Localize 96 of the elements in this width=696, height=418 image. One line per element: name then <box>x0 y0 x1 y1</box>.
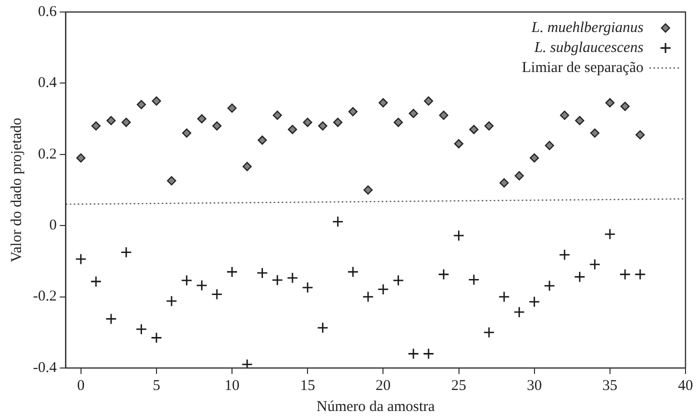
point <box>136 323 148 335</box>
point <box>392 274 404 286</box>
point <box>136 100 146 110</box>
point <box>560 110 570 120</box>
point <box>76 153 86 163</box>
point <box>317 322 328 334</box>
point <box>498 291 510 302</box>
point <box>544 280 556 292</box>
point <box>422 348 434 360</box>
y-tick-label: -0.2 <box>32 288 57 305</box>
y-tick-label: 0.2 <box>38 146 57 162</box>
point <box>604 228 616 240</box>
point <box>619 268 631 280</box>
point <box>256 267 268 279</box>
point <box>75 253 87 265</box>
point <box>634 268 646 280</box>
point <box>544 140 554 150</box>
point <box>90 276 102 288</box>
point <box>196 280 208 292</box>
x-axis-title: Número da amostra <box>316 398 436 415</box>
y-tick-label: -0.4 <box>32 360 58 376</box>
point <box>332 216 344 228</box>
point <box>286 272 298 284</box>
point <box>424 96 434 106</box>
point <box>636 130 645 140</box>
legend-label: L. muehlbergianus <box>530 20 644 36</box>
point <box>590 128 600 138</box>
point <box>272 274 284 286</box>
point <box>605 98 615 108</box>
point <box>333 118 342 127</box>
point <box>166 295 178 307</box>
point <box>226 266 238 278</box>
y-tick-label: 0.6 <box>38 4 58 20</box>
point <box>303 118 312 127</box>
point <box>378 98 388 108</box>
point <box>484 121 494 131</box>
point <box>302 282 314 294</box>
point <box>408 108 418 118</box>
point <box>347 266 359 278</box>
point <box>394 118 403 127</box>
point <box>514 306 525 318</box>
point <box>454 139 464 148</box>
x-tick-label: 40 <box>678 378 693 394</box>
point <box>197 114 206 124</box>
point <box>530 153 539 163</box>
point <box>120 246 132 258</box>
point <box>575 116 584 126</box>
point <box>242 162 252 172</box>
point <box>91 121 101 131</box>
point <box>620 102 630 111</box>
point <box>106 116 116 126</box>
x-tick-label: 20 <box>376 378 391 394</box>
point <box>438 268 450 280</box>
x-tick-label: 30 <box>526 378 542 394</box>
point <box>500 178 509 188</box>
point <box>514 171 524 180</box>
legend-label: Limiar de separação <box>522 60 644 76</box>
point <box>150 332 162 344</box>
point <box>258 136 267 145</box>
point <box>574 271 586 283</box>
point <box>180 274 192 286</box>
point <box>212 121 222 131</box>
point <box>439 110 448 120</box>
point <box>166 176 176 186</box>
point <box>558 249 570 260</box>
point <box>182 128 192 138</box>
point <box>211 288 223 300</box>
point <box>377 284 389 296</box>
point <box>105 313 117 325</box>
point <box>453 230 464 242</box>
x-tick-label: 10 <box>224 378 240 394</box>
point <box>528 296 540 308</box>
x-tick-label: 5 <box>152 378 160 394</box>
point <box>363 185 373 195</box>
point <box>362 291 374 302</box>
legend-label: L. subglaucescens <box>533 40 644 56</box>
point <box>469 124 478 134</box>
y-tick-label: 0.4 <box>38 75 58 92</box>
point <box>348 107 358 116</box>
point <box>468 274 480 286</box>
point <box>589 258 601 270</box>
point <box>272 110 282 120</box>
point <box>288 124 298 134</box>
point <box>227 104 237 113</box>
y-axis-title: Valor do dado projetado <box>8 118 25 262</box>
point <box>122 118 131 127</box>
x-tick-label: 25 <box>451 378 466 394</box>
y-tick-label: 0 <box>49 218 57 234</box>
point <box>483 326 495 338</box>
point <box>152 96 162 106</box>
x-tick-label: 0 <box>77 378 85 394</box>
point <box>241 358 253 368</box>
point <box>408 348 420 360</box>
x-tick-label: 35 <box>602 378 618 394</box>
point <box>318 121 328 131</box>
x-tick-label: 15 <box>300 378 316 394</box>
